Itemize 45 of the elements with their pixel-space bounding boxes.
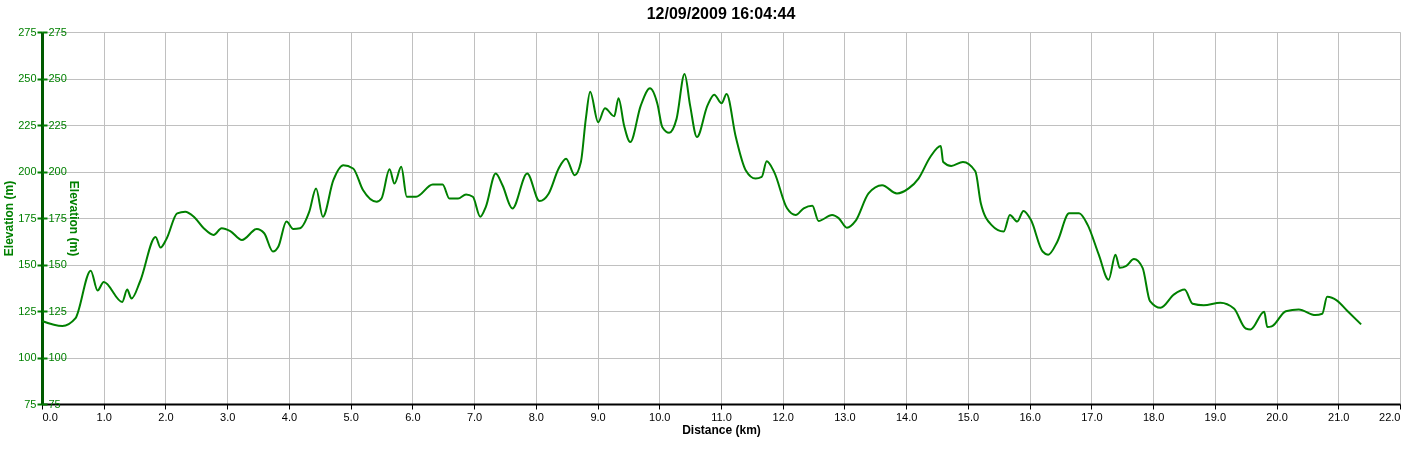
x-tick-label: 8.0 (528, 410, 544, 423)
y-tick-label: 75 (24, 397, 37, 410)
x-axis-title: Distance (km) (682, 422, 761, 437)
y2-tick-label: 150 (48, 258, 67, 270)
x-tick-label: 5.0 (343, 410, 359, 423)
x-tick-label: 3.0 (220, 410, 236, 423)
x-tick-label: 11.0 (711, 410, 732, 423)
y2-tick-label: 125 (48, 304, 67, 317)
x-tick-label: 20.0 (1266, 410, 1288, 423)
x-tick-label: 12.0 (772, 410, 794, 423)
y-tick-label: 175 (18, 211, 37, 224)
x-tick-label: 17.0 (1081, 410, 1103, 423)
y2-tick-label: 200 (48, 165, 67, 177)
y-tick-label: 150 (18, 258, 37, 270)
y-tick-label: 125 (18, 304, 37, 317)
x-tick-label: 21.0 (1328, 410, 1350, 423)
y-tick-label: 225 (18, 118, 37, 131)
x-tick-label: 14.0 (895, 410, 918, 423)
x-tick-label: 19.0 (1204, 410, 1227, 423)
x-tick-label: 4.0 (281, 410, 298, 423)
line-series (41, 73, 1363, 331)
y2-tick-label: 225 (48, 118, 67, 131)
y-axis-title: Elevation (m) (2, 180, 17, 257)
y-tick-label: 100 (18, 351, 37, 363)
x-tick-label: 6.0 (405, 410, 421, 423)
x-tick-label: 1.0 (96, 410, 112, 423)
x-tick-label: 7.0 (466, 410, 483, 423)
y2-axis-title: Elevation (m) (66, 180, 81, 257)
x-tick-label: 15.0 (957, 410, 980, 423)
y-tick-label: 275 (18, 25, 37, 38)
y-tick-label: 250 (18, 72, 37, 84)
x-tick-label: 0.0 (42, 410, 58, 423)
x-tick-label: 18.0 (1142, 410, 1165, 423)
y2-tick-label: 250 (48, 72, 67, 84)
x-tick-label: 9.0 (590, 410, 606, 423)
chart-title: 12/09/2009 16:04:44 (646, 5, 796, 22)
x-tick-label: 16.0 (1019, 410, 1041, 423)
x-tick-label: 22.0 (1379, 410, 1401, 423)
y2-tick-label: 175 (48, 211, 67, 224)
y2-tick-label: 275 (48, 25, 67, 38)
x-tick-label: 10.0 (649, 410, 671, 423)
y-tick-label: 200 (18, 165, 37, 177)
y2-tick-label: 100 (48, 351, 67, 363)
x-tick-label: 13.0 (834, 410, 856, 423)
x-tick-label: 2.0 (158, 410, 174, 423)
